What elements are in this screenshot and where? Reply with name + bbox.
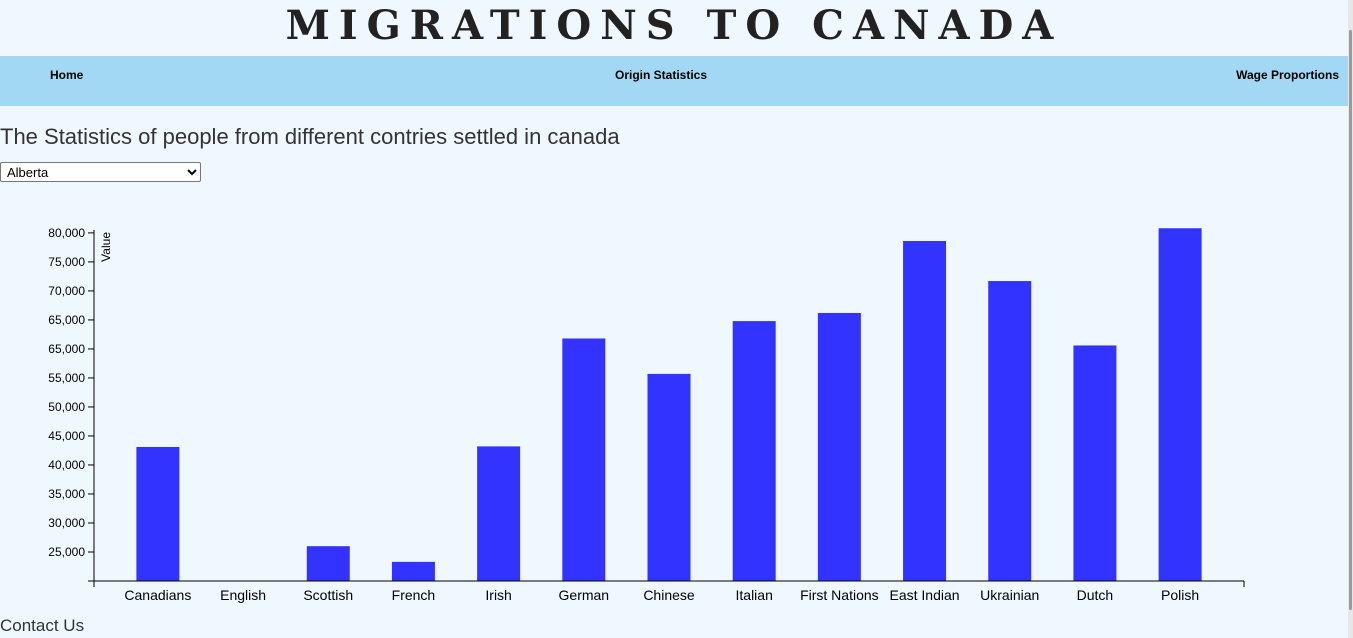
- chart-bars: [136, 228, 1202, 581]
- nav-wage-proportions-link[interactable]: Wage Proportions: [1236, 68, 1339, 82]
- y-tick-label: 65,000: [48, 342, 85, 356]
- nav-home-link[interactable]: Home: [50, 68, 84, 82]
- bar-chart: 25,000 30,000 35,000 40,000 45,000 50,000 55,0…: [48, 226, 1245, 603]
- y-tick-label: 55,000: [48, 371, 85, 385]
- navigation-bar: Home Origin Statistics Wage Proportions: [0, 56, 1348, 106]
- bar-french: [391, 561, 435, 581]
- y-tick-label: 35,000: [48, 487, 85, 501]
- x-tick-label: Irish: [485, 587, 511, 603]
- x-tick-label: Ukrainian: [980, 587, 1039, 603]
- y-tick-label: 30,000: [48, 516, 85, 530]
- y-tick-label: 70,000: [48, 284, 85, 298]
- y-tick-label: 50,000: [48, 400, 85, 414]
- x-tick-label: German: [559, 587, 610, 603]
- province-dropdown[interactable]: Alberta: [0, 162, 201, 182]
- x-axis-ticks: Canadians English Scottish French Irish Germa…: [93, 581, 1245, 603]
- bar-italian: [732, 321, 776, 581]
- bar-polish: [1158, 228, 1202, 581]
- x-tick-label: French: [392, 587, 436, 603]
- nav-origin-statistics-link[interactable]: Origin Statistics: [615, 68, 708, 82]
- y-tick-label: 25,000: [48, 545, 85, 559]
- bar-east-indian: [903, 241, 947, 581]
- y-tick-label: 75,000: [48, 255, 85, 269]
- x-tick-label: East Indian: [890, 587, 960, 603]
- y-axis-ticks: 25,000 30,000 35,000 40,000 45,000 50,000 55,0…: [48, 226, 94, 582]
- x-tick-label: Chinese: [643, 587, 695, 603]
- x-tick-label: Scottish: [303, 587, 353, 603]
- x-tick-label: Italian: [736, 587, 773, 603]
- y-tick-label: 40,000: [48, 458, 85, 472]
- contact-us-link[interactable]: Contact Us: [0, 616, 85, 635]
- scrollbar-thumb[interactable]: [1349, 30, 1352, 610]
- x-tick-label: Polish: [1161, 587, 1199, 603]
- bar-chinese: [647, 373, 691, 581]
- site-title: MIGRATIONS TO CANADA: [285, 2, 1063, 49]
- bar-ukrainian: [988, 281, 1032, 581]
- bar-canadians: [136, 446, 180, 581]
- bar-dutch: [1073, 345, 1117, 581]
- y-tick-label: 65,000: [48, 313, 85, 327]
- x-tick-label: First Nations: [800, 587, 879, 603]
- bar-german: [562, 338, 606, 581]
- vertical-scrollbar[interactable]: [1348, 0, 1353, 638]
- bar-first-nations: [817, 312, 861, 581]
- x-tick-label: English: [220, 587, 266, 603]
- x-tick-label: Dutch: [1077, 587, 1114, 603]
- y-axis-label: Value: [99, 232, 113, 262]
- page-heading: The Statistics of people from different …: [0, 124, 620, 149]
- x-tick-label: Canadians: [124, 587, 191, 603]
- y-tick-label: 80,000: [48, 226, 85, 240]
- y-tick-label: 45,000: [48, 429, 85, 443]
- bar-scottish: [306, 546, 350, 581]
- bar-irish: [477, 446, 521, 581]
